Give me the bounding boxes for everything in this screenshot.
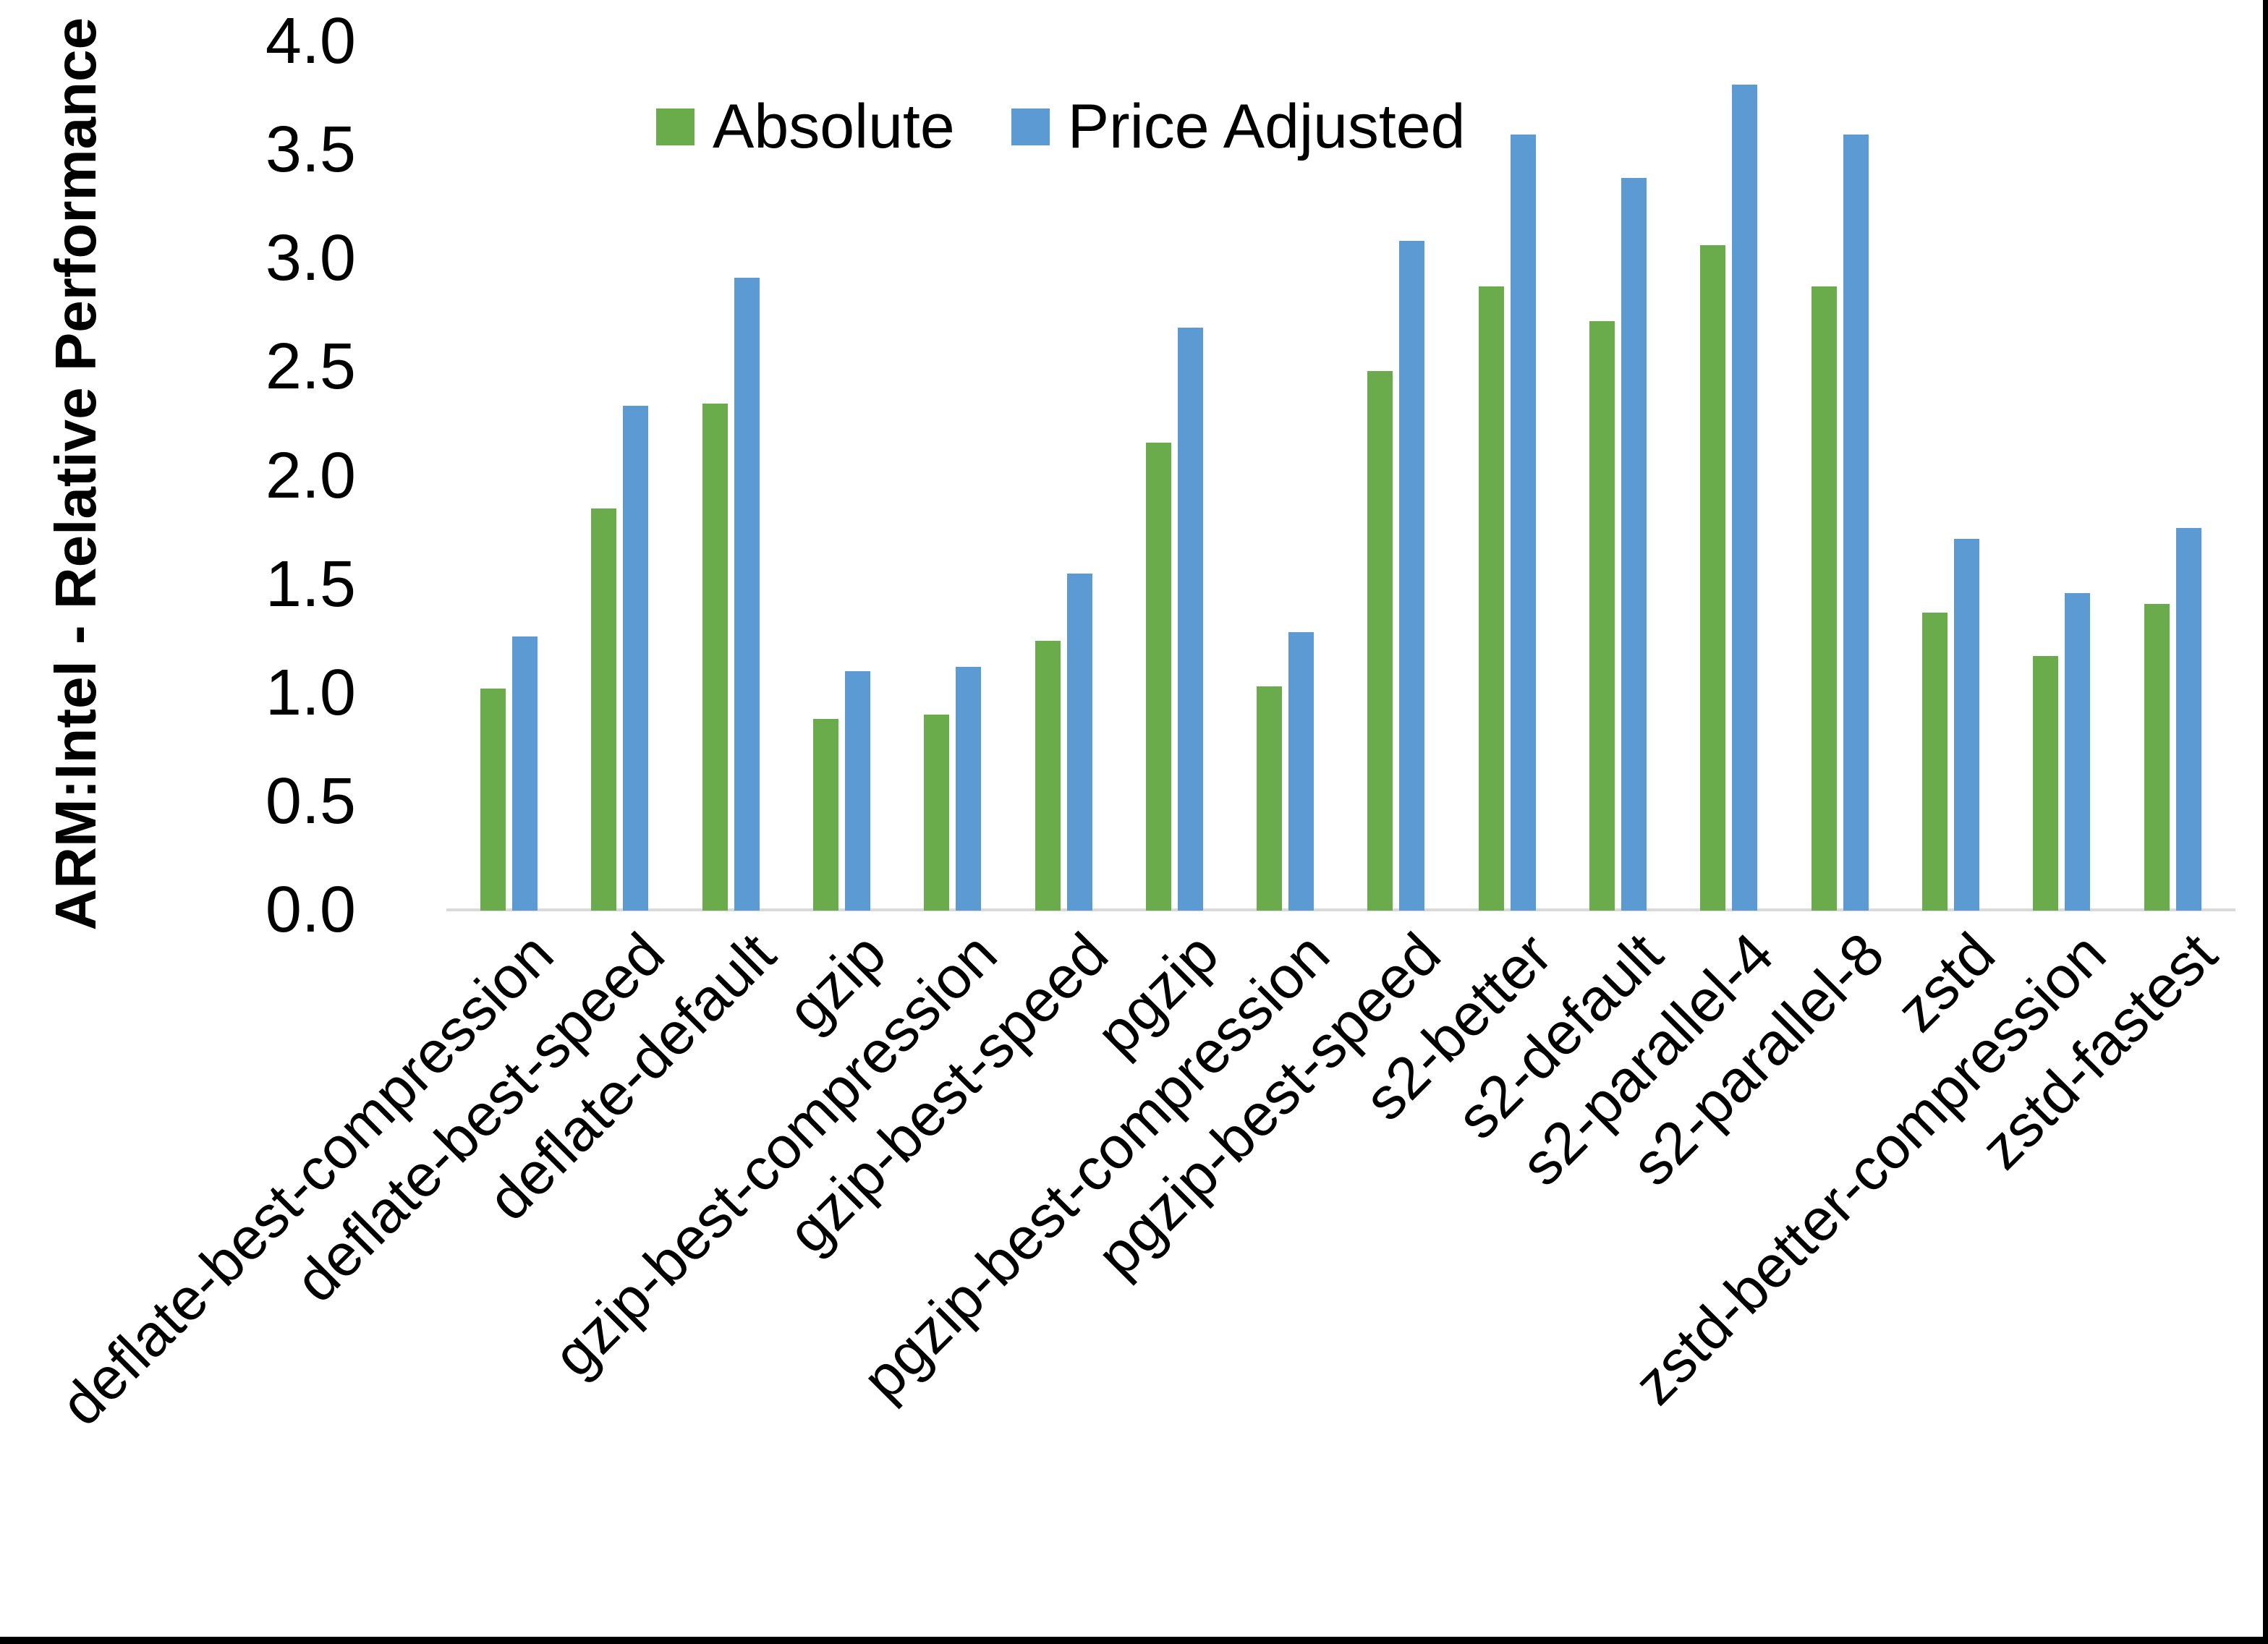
y-tick-label: 4.0: [265, 5, 356, 77]
bar-price-adjusted: [623, 406, 649, 911]
bar-absolute: [702, 404, 728, 911]
bar-absolute: [1811, 286, 1837, 911]
bar-price-adjusted: [1621, 178, 1647, 911]
bar-price-adjusted: [1510, 135, 1536, 911]
bar-absolute: [480, 688, 506, 911]
bar-price-adjusted: [1288, 631, 1314, 911]
y-tick-label: 3.5: [265, 114, 356, 187]
legend-label-price-adjusted: Price Adjusted: [1067, 92, 1466, 161]
bar-absolute: [1700, 245, 1726, 911]
legend-swatch-absolute: [656, 108, 695, 145]
legend: Absolute Price Adjusted: [656, 91, 1465, 163]
bar-absolute: [1145, 443, 1171, 911]
bar-absolute: [2144, 603, 2170, 911]
bar-price-adjusted: [844, 670, 870, 911]
bar-absolute: [1921, 612, 1948, 911]
bar-price-adjusted: [1399, 241, 1425, 911]
legend-swatch-price-adjusted: [1011, 108, 1050, 145]
bar-absolute: [924, 714, 950, 911]
bar-absolute: [812, 718, 838, 911]
bar-price-adjusted: [1953, 538, 1979, 911]
bar-absolute: [591, 508, 617, 911]
y-tick-label: 0.5: [265, 764, 356, 838]
bar-absolute: [1257, 686, 1283, 911]
y-tick-label: 2.5: [265, 331, 356, 404]
bar-price-adjusted: [956, 666, 982, 911]
bar-price-adjusted: [2175, 527, 2201, 911]
bar-price-adjusted: [1732, 85, 1758, 911]
bar-absolute: [1478, 286, 1504, 911]
y-tick-label: 1.5: [265, 548, 356, 621]
y-tick-label: 3.0: [265, 222, 356, 295]
bar-price-adjusted: [512, 636, 538, 911]
bar-absolute: [1589, 321, 1615, 911]
bar-absolute: [2033, 655, 2059, 911]
bar-price-adjusted: [734, 278, 760, 911]
y-tick-label: 0.0: [265, 874, 356, 946]
legend-label-absolute: Absolute: [713, 92, 955, 161]
bar-absolute: [1035, 640, 1061, 911]
y-tick-label: 2.0: [265, 439, 356, 512]
bar-price-adjusted: [1843, 135, 1869, 911]
bar-price-adjusted: [1177, 328, 1203, 911]
y-tick-label: 1.0: [265, 656, 356, 729]
bar-absolute: [1367, 371, 1393, 911]
x-axis-line: [446, 908, 2235, 911]
bar-price-adjusted: [2065, 592, 2091, 911]
bar-price-adjusted: [1066, 573, 1092, 911]
